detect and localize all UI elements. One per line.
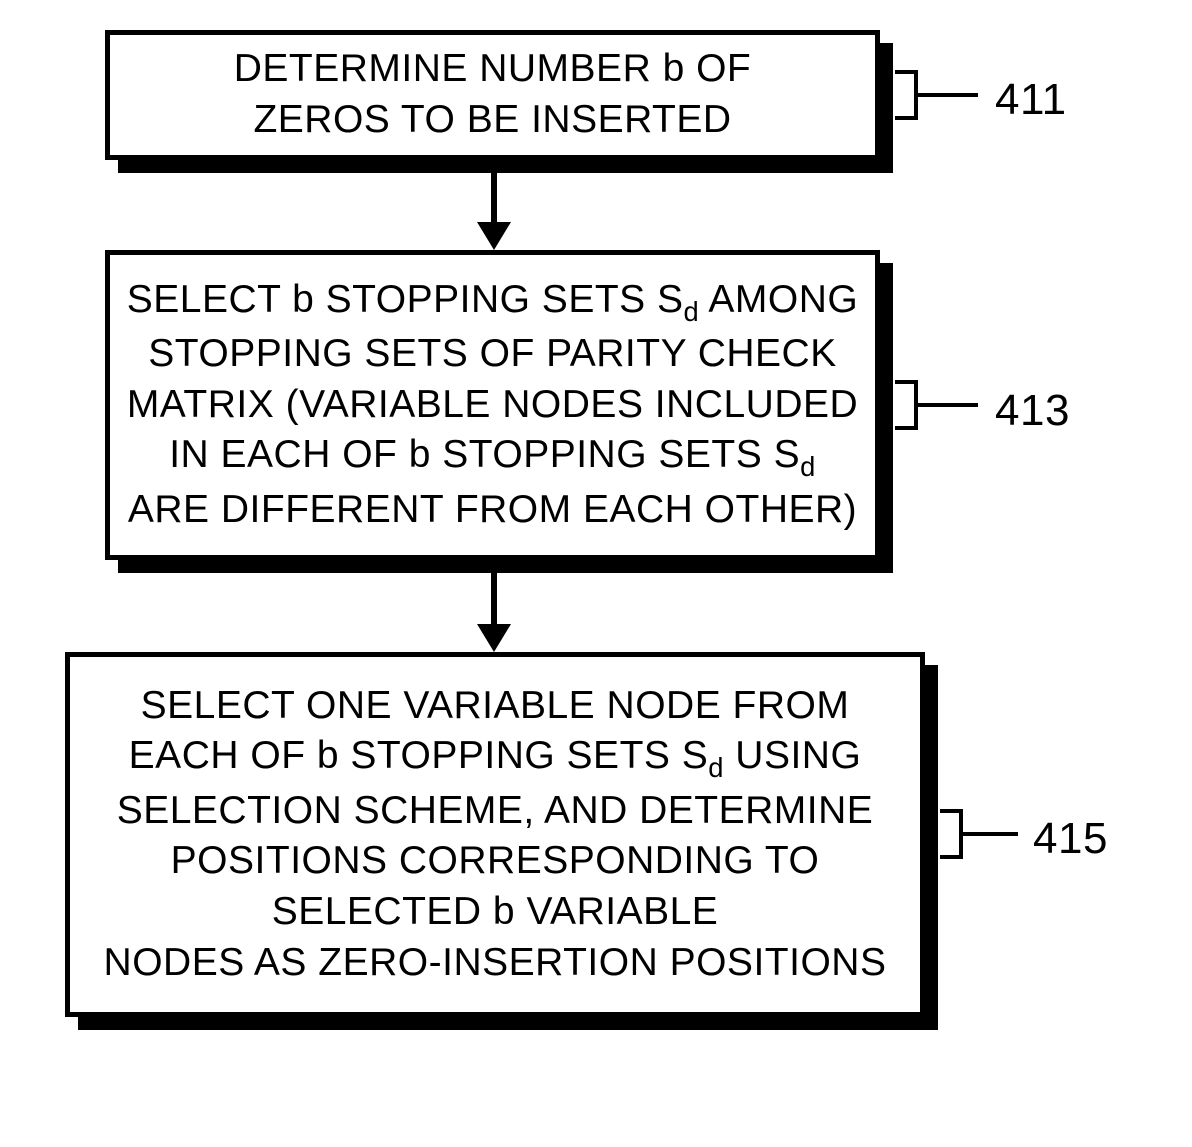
box3-line1: SELECT ONE VARIABLE NODE FROM bbox=[141, 681, 850, 732]
box2-bracket bbox=[895, 380, 918, 430]
box1-line2: ZEROS TO BE INSERTED bbox=[253, 95, 731, 146]
box3-bracket bbox=[940, 809, 963, 859]
box2-refline bbox=[918, 403, 978, 407]
box2-line2: STOPPING SETS OF PARITY CHECK bbox=[148, 329, 836, 380]
box3-line5: SELECTED b VARIABLE bbox=[272, 887, 719, 938]
box3-line6: NODES AS ZERO-INSERTION POSITIONS bbox=[104, 938, 887, 989]
box2-line3: MATRIX (VARIABLE NODES INCLUDED bbox=[127, 380, 858, 431]
flowchart-canvas: DETERMINE NUMBER b OF ZEROS TO BE INSERT… bbox=[0, 0, 1192, 1147]
box3-line2: EACH OF b STOPPING SETS Sd USING bbox=[129, 731, 862, 785]
box1-line1: DETERMINE NUMBER b OF bbox=[234, 44, 752, 95]
box2: SELECT b STOPPING SETS Sd AMONG STOPPING… bbox=[105, 250, 880, 560]
box3-refline bbox=[963, 832, 1018, 836]
connector-1-2-line bbox=[491, 173, 497, 223]
box1: DETERMINE NUMBER b OF ZEROS TO BE INSERT… bbox=[105, 30, 880, 160]
box1-bracket bbox=[895, 70, 918, 120]
connector-2-3-arrow bbox=[477, 624, 511, 652]
box1-refline bbox=[918, 93, 978, 97]
connector-2-3-line bbox=[491, 573, 497, 625]
box1-label: 411 bbox=[995, 75, 1067, 125]
connector-1-2-arrow bbox=[477, 222, 511, 250]
box2-label: 413 bbox=[995, 386, 1070, 436]
box3: SELECT ONE VARIABLE NODE FROM EACH OF b … bbox=[65, 652, 925, 1017]
box2-line1: SELECT b STOPPING SETS Sd AMONG bbox=[127, 275, 858, 329]
box2-line5: ARE DIFFERENT FROM EACH OTHER) bbox=[128, 485, 857, 536]
box3-label: 415 bbox=[1033, 814, 1108, 864]
box2-line4: IN EACH OF b STOPPING SETS Sd bbox=[169, 430, 816, 484]
box3-line3: SELECTION SCHEME, AND DETERMINE bbox=[117, 786, 874, 837]
box3-line4: POSITIONS CORRESPONDING TO bbox=[171, 836, 820, 887]
